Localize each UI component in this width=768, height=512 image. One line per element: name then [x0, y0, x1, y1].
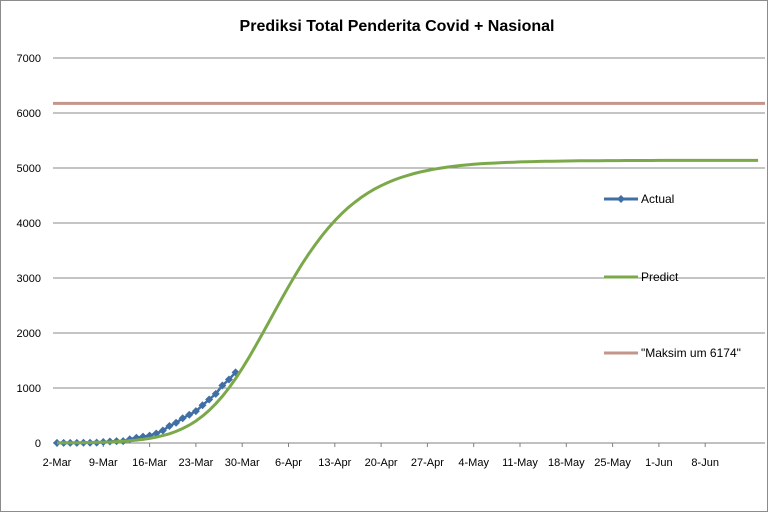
legend-label-0: Actual — [641, 192, 674, 206]
actual-point — [198, 401, 207, 410]
y-tick-label: 7000 — [17, 53, 41, 65]
x-tick-label: 27-Apr — [411, 457, 444, 469]
x-tick-label: 8-Jun — [691, 457, 719, 469]
legend: Actual Predict "Maksim um 6174" — [604, 192, 741, 360]
y-tick-label: 4000 — [17, 218, 41, 230]
series-line-actual — [57, 371, 237, 445]
actual-point — [211, 389, 220, 398]
x-axis: 2-Mar 9-Mar 16-Mar 23-Mar 30-Mar 6-Apr 13-Apr 2… — [43, 443, 719, 469]
series-layer — [53, 101, 765, 447]
actual-point — [224, 375, 233, 384]
x-tick-label: 20-Apr — [365, 457, 398, 469]
x-tick-label: 13-Apr — [318, 457, 351, 469]
x-tick-label: 4-May — [458, 457, 489, 469]
y-tick-label: 5000 — [17, 163, 41, 175]
actual-point — [205, 395, 214, 404]
actual-point — [165, 422, 174, 431]
x-tick-label: 30-Mar — [225, 457, 260, 469]
actual-point — [178, 414, 187, 423]
x-tick-label: 6-Apr — [275, 457, 302, 469]
y-tick-label: 3000 — [17, 273, 41, 285]
y-axis: 0 1000 2000 3000 4000 5000 6000 7000 — [17, 53, 41, 450]
gridlines — [53, 57, 765, 389]
x-tick-label: 11-May — [502, 457, 538, 469]
series-line-predict — [56, 158, 759, 445]
x-tick-label: 16-Mar — [132, 457, 167, 469]
x-tick-label: 18-May — [548, 457, 585, 469]
legend-marker-diamond — [617, 195, 625, 203]
actual-point — [172, 418, 181, 427]
x-tick-label: 25-May — [594, 457, 631, 469]
actual-point — [185, 410, 194, 419]
x-tick-label: 23-Mar — [178, 457, 213, 469]
x-tick-label: 1-Jun — [645, 457, 673, 469]
y-tick-label: 0 — [35, 438, 41, 450]
x-tick-label: 9-Mar — [89, 457, 118, 469]
y-tick-label: 1000 — [17, 383, 41, 395]
chart-title: Prediksi Total Penderita Covid + Nasiona… — [240, 18, 555, 35]
x-tick-label: 2-Mar — [43, 457, 72, 469]
actual-point — [191, 407, 200, 416]
actual-point — [158, 426, 167, 435]
legend-label-2: "Maksim um 6174" — [641, 346, 741, 360]
actual-point — [218, 381, 227, 390]
y-tick-label: 6000 — [17, 108, 41, 120]
legend-label-1: Predict — [641, 270, 679, 284]
y-tick-label: 2000 — [17, 328, 41, 340]
